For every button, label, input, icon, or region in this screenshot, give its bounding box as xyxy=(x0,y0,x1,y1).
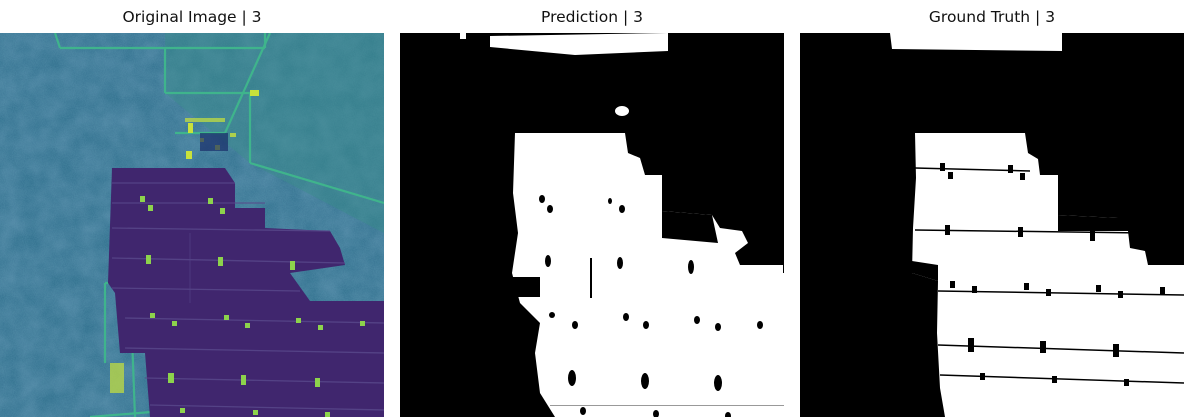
prediction-mask-panel xyxy=(400,33,784,417)
ground-truth-inverters xyxy=(912,163,1165,386)
solar-field xyxy=(108,168,384,417)
panel-title-prediction: Prediction | 3 xyxy=(541,8,643,26)
original-image-panel xyxy=(0,33,384,417)
inverter-dots xyxy=(140,196,365,417)
prediction-holes xyxy=(512,195,784,417)
panel-title-original: Original Image | 3 xyxy=(122,8,262,26)
panel-title-ground-truth: Ground Truth | 3 xyxy=(928,8,1056,26)
ground-truth-mask-panel xyxy=(800,33,1184,417)
original-image xyxy=(0,33,384,417)
ground-truth-mask xyxy=(800,33,1184,417)
prediction-mask xyxy=(400,33,784,417)
prediction-foreground xyxy=(460,33,784,417)
